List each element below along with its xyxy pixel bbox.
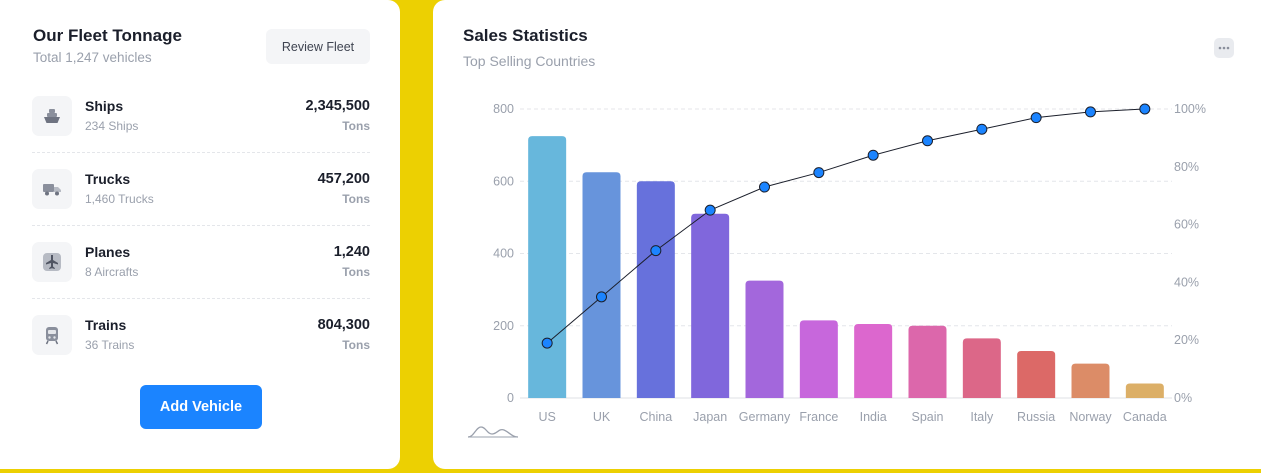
bar-italy[interactable] [962,338,1001,398]
cumulative-point-us[interactable] [541,337,553,349]
fleet-subtitle: Total 1,247 vehicles [33,50,152,65]
x-tick-label: Spain [912,410,944,424]
bar-india[interactable] [854,323,893,398]
fleet-item-count: 8 Aircrafts [85,265,139,279]
fleet-item-count: 1,460 Trucks [85,192,154,206]
x-tick-label: France [799,410,838,424]
bar-japan[interactable] [691,213,730,398]
sales-card: 0 200 400 600 800 0% 20% 40% 60% 80% 100% US UK Chi… [433,0,1261,469]
fleet-item-planes[interactable]: Planes 8 Aircrafts 1,240 Tons [32,226,370,299]
plane-icon [32,242,72,282]
x-tick-label: India [860,410,887,424]
fleet-card: Our Fleet Tonnage Total 1,247 vehicles R… [0,0,400,469]
truck-icon [32,169,72,209]
bar-norway[interactable] [1071,363,1110,398]
fleet-item-unit: Tons [342,338,370,352]
fleet-item-name: Trucks [85,171,131,187]
fleet-item-count: 234 Ships [85,119,139,133]
x-tick-label: US [538,410,555,424]
cumulative-point-italy[interactable] [976,123,988,135]
y-left-tick-label: 400 [493,247,514,261]
add-vehicle-button[interactable]: Add Vehicle [140,385,262,429]
train-icon [32,315,72,355]
fleet-item-value: 457,200 [317,171,370,187]
cumulative-point-uk[interactable] [596,291,607,303]
cumulative-point-russia[interactable] [1030,112,1042,124]
fleet-item-unit: Tons [342,119,370,133]
x-tick-label: UK [593,410,611,424]
cumulative-point-spain[interactable] [922,135,933,147]
fleet-item-value: 1,240 [333,244,370,260]
fleet-item-unit: Tons [342,192,370,206]
chart-logo-icon [467,426,519,438]
cumulative-point-germany[interactable] [759,181,770,193]
bar-germany[interactable] [745,280,784,398]
bar-france[interactable] [799,320,838,398]
sales-subtitle: Top Selling Countries [463,53,596,69]
y-right-tick-label: 80% [1174,160,1199,174]
bar-us[interactable] [528,136,567,398]
fleet-item-name: Trains [85,317,127,333]
cumulative-point-india[interactable] [867,149,879,161]
x-tick-label: Russia [1017,410,1055,424]
x-tick-label: Norway [1069,410,1112,424]
fleet-item-name: Planes [85,244,131,260]
fleet-item-value: 804,300 [317,317,370,333]
y-left-tick-label: 200 [493,319,514,333]
cumulative-point-france[interactable] [813,167,825,179]
x-tick-label: Japan [693,410,727,424]
sales-chart: 0 200 400 600 800 0% 20% 40% 60% 80% 100% US UK Chi… [467,102,1206,438]
y-right-tick-label: 0% [1174,391,1192,405]
y-left-tick-label: 600 [493,174,514,188]
review-fleet-button[interactable]: Review Fleet [266,29,370,64]
y-right-tick-label: 40% [1174,275,1199,289]
y-left-tick-label: 800 [493,102,514,116]
y-right-tick-label: 60% [1174,218,1199,232]
cumulative-line [546,108,1145,344]
cumulative-point-canada[interactable] [1139,103,1151,115]
fleet-list: Ships 234 Ships 2,345,500 Tons Trucks 1,… [32,80,370,372]
cumulative-point-japan[interactable] [704,204,716,216]
sales-title: Sales Statistics [463,26,588,45]
more-dots-icon[interactable] [1214,38,1234,58]
cumulative-point-china[interactable] [650,245,662,257]
x-tick-label: China [639,410,672,424]
x-tick-label: Germany [739,410,791,424]
bar-russia[interactable] [1017,351,1056,398]
fleet-item-count: 36 Trains [85,338,135,352]
fleet-item-trucks[interactable]: Trucks 1,460 Trucks 457,200 Tons [32,153,370,226]
bar-uk[interactable] [582,172,621,398]
fleet-item-value: 2,345,500 [305,98,370,114]
bar-china[interactable] [636,181,675,398]
fleet-item-trains[interactable]: Trains 36 Trains 804,300 Tons [32,299,370,372]
y-left-tick-label: 0 [507,391,514,405]
x-tick-label: Italy [970,410,994,424]
bar-canada[interactable] [1125,383,1164,398]
y-right-tick-label: 20% [1174,333,1199,347]
fleet-title: Our Fleet Tonnage [33,26,182,45]
x-tick-label: Canada [1123,410,1167,424]
y-right-tick-label: 100% [1174,102,1206,116]
ship-icon [32,96,72,136]
bar-spain[interactable] [908,325,947,398]
fleet-item-unit: Tons [342,265,370,279]
fleet-item-name: Ships [85,98,124,114]
fleet-item-ships[interactable]: Ships 234 Ships 2,345,500 Tons [32,80,370,153]
cumulative-point-norway[interactable] [1085,106,1096,118]
